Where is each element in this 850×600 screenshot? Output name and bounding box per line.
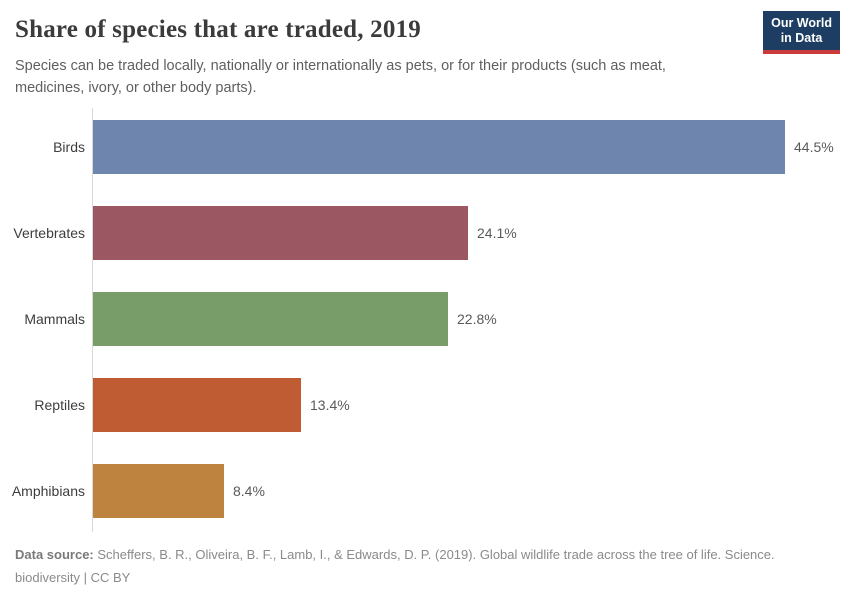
footer-source: Data source: Scheffers, B. R., Oliveira,… [15, 543, 815, 589]
bar-amphibians[interactable] [93, 464, 224, 518]
chart-subtitle: Species can be traded locally, nationall… [15, 58, 666, 96]
bar-row: Mammals 22.8% [0, 292, 850, 346]
page-title: Share of species that are traded, 2019 [15, 16, 421, 43]
bar-birds[interactable] [93, 120, 785, 174]
category-label: Vertebrates [13, 225, 85, 241]
value-label: 8.4% [233, 483, 265, 499]
source-text[interactable]: Scheffers, B. R., Oliveira, B. F., Lamb,… [97, 547, 775, 562]
footer-line2[interactable]: biodiversity | CC BY [15, 570, 131, 585]
bar-row: Vertebrates 24.1% [0, 206, 850, 260]
value-label: 44.5% [794, 139, 834, 155]
bar-vertebrates[interactable] [93, 206, 468, 260]
owid-logo[interactable]: Our World in Data [763, 11, 840, 54]
category-label: Amphibians [11, 483, 85, 499]
bar-rows: Birds 44.5% Vertebrates 24.1% Mammals 22.8% Re… [0, 120, 850, 518]
owid-logo-line1: Our World [771, 16, 832, 30]
value-label: 22.8% [457, 311, 497, 327]
value-label: 13.4% [310, 397, 350, 413]
owid-logo-line2: in Data [780, 31, 823, 45]
bar-reptiles[interactable] [93, 378, 301, 432]
bar-row: Amphibians 8.4% [0, 464, 850, 518]
bar-chart: Birds 44.5% Vertebrates 24.1% Mammals 22.8% Re… [0, 108, 850, 538]
bar-row: Reptiles 13.4% [0, 378, 850, 432]
bar-row: Birds 44.5% [0, 120, 850, 174]
y-axis-line [92, 108, 93, 532]
source-label: Data source: [15, 547, 94, 562]
category-label: Reptiles [34, 397, 85, 413]
bar-mammals[interactable] [93, 292, 448, 346]
category-label: Mammals [24, 311, 85, 327]
value-label: 24.1% [477, 225, 517, 241]
category-label: Birds [53, 139, 85, 155]
